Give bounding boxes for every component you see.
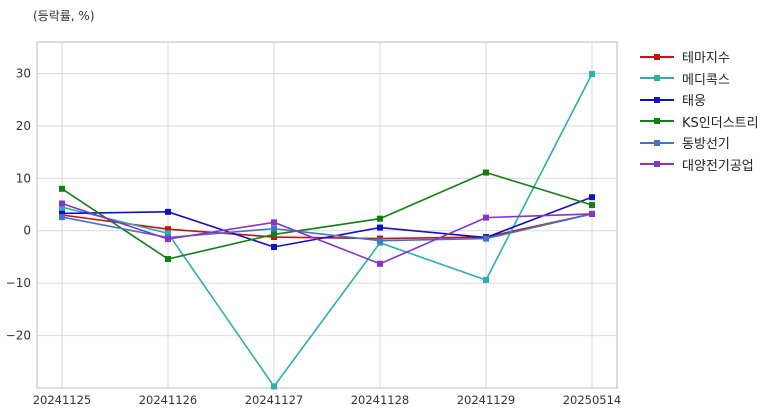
data-point xyxy=(271,219,277,226)
legend-swatch xyxy=(640,157,674,171)
data-point xyxy=(165,226,171,233)
data-point xyxy=(589,210,595,217)
x-tick-label: 20250514 xyxy=(563,393,622,407)
data-point xyxy=(165,208,171,215)
data-point xyxy=(59,200,65,207)
data-point xyxy=(271,231,277,238)
legend-swatch xyxy=(640,114,674,128)
legend-swatch xyxy=(640,136,674,150)
data-point xyxy=(589,194,595,201)
data-point xyxy=(165,256,171,263)
legend-label: 태웅 xyxy=(682,94,706,110)
series-line xyxy=(61,196,593,248)
data-point xyxy=(377,260,383,267)
series-lines xyxy=(59,70,595,390)
legend-label: KS인더스트리 xyxy=(682,115,759,131)
data-point xyxy=(483,277,489,284)
data-point xyxy=(165,236,171,243)
series-6 xyxy=(59,200,595,267)
y-tick-label: 0 xyxy=(23,224,31,238)
legend-item: 메디콕스 xyxy=(640,68,759,90)
data-point xyxy=(483,235,489,242)
legend-item: 대양전기공업 xyxy=(640,154,759,176)
legend-item: 태웅 xyxy=(640,89,759,111)
legend-item: 동방선기 xyxy=(640,132,759,154)
data-point xyxy=(483,169,489,176)
plot-frame xyxy=(36,41,618,389)
y-tick-label: −10 xyxy=(6,276,31,290)
data-point xyxy=(377,237,383,244)
legend-label: 대양전기공업 xyxy=(682,158,754,174)
x-tick-label: 20241126 xyxy=(139,393,198,407)
data-point xyxy=(377,215,383,222)
data-point xyxy=(271,225,277,232)
y-tick-label: 20 xyxy=(16,119,31,133)
data-point xyxy=(589,70,595,77)
x-tick-label: 20241129 xyxy=(457,393,516,407)
data-point xyxy=(377,224,383,231)
y-tick-label: 10 xyxy=(16,171,31,185)
series-line xyxy=(61,202,593,265)
legend-label: 동방선기 xyxy=(682,137,730,153)
legend-swatch xyxy=(640,71,674,85)
grid-lines xyxy=(37,42,617,388)
data-point xyxy=(165,230,171,237)
series-line xyxy=(61,171,593,260)
x-tick-label: 20241125 xyxy=(33,393,92,407)
data-point xyxy=(59,214,65,221)
unit-label: (등락률, %) xyxy=(33,9,95,23)
series-line xyxy=(61,73,593,388)
series-3 xyxy=(59,194,595,250)
data-point xyxy=(59,185,65,192)
legend-item: 테마지수 xyxy=(640,46,759,68)
y-tick-label: 30 xyxy=(16,66,31,80)
legend-swatch xyxy=(640,50,674,64)
series-4 xyxy=(59,169,595,263)
data-point xyxy=(271,243,277,250)
y-tick-labels: 30 20 10 0 −10 −20 xyxy=(6,66,31,342)
data-point xyxy=(483,214,489,221)
data-point xyxy=(589,202,595,209)
x-tick-label: 20241127 xyxy=(245,393,304,407)
legend-swatch xyxy=(640,93,674,107)
data-point xyxy=(271,383,277,390)
y-tick-label: −20 xyxy=(6,329,31,343)
legend-item: KS인더스트리 xyxy=(640,111,759,133)
legend-label: 메디콕스 xyxy=(682,72,730,88)
series-line xyxy=(61,213,593,242)
data-point xyxy=(59,204,65,211)
data-point xyxy=(59,210,65,217)
legend-label: 테마지수 xyxy=(682,51,730,67)
x-tick-labels: 20241125 20241126 20241127 20241128 20241129… xyxy=(33,393,622,407)
x-tick-label: 20241128 xyxy=(351,393,410,407)
